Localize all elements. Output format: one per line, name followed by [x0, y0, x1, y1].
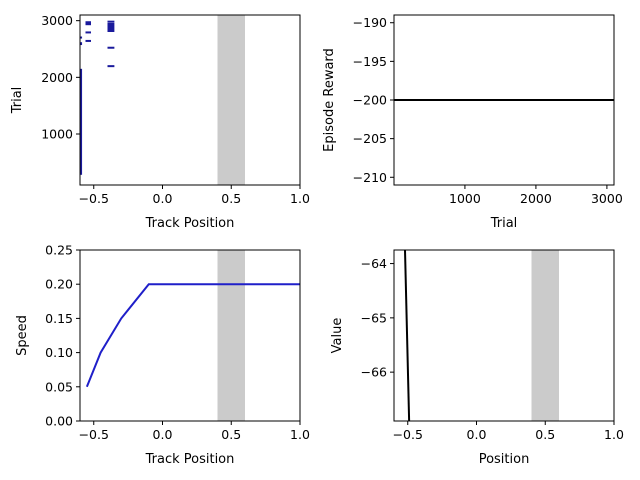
plot-area — [404, 250, 559, 421]
x-tick-label: 0.0 — [153, 427, 173, 442]
y-axis-label: Value — [330, 318, 345, 354]
x-tick-label: 0.0 — [153, 191, 173, 206]
y-tick-label: −200 — [353, 93, 387, 108]
series-line-0 — [85, 283, 300, 388]
plot-area — [85, 250, 300, 421]
goal-region — [217, 250, 245, 421]
x-axis-label: Track Position — [145, 216, 235, 231]
x-tick-label: −0.5 — [79, 191, 109, 206]
x-tick-label: 0.0 — [467, 427, 487, 442]
x-tick-label: 1.0 — [604, 427, 624, 442]
x-tick-label: 1.0 — [290, 427, 310, 442]
goal-region — [217, 15, 245, 185]
x-tick-label: −0.5 — [393, 427, 423, 442]
x-tick-label: 0.5 — [221, 427, 241, 442]
x-tick-label: 0.5 — [535, 427, 555, 442]
y-axis-label: Trial — [10, 87, 25, 115]
x-tick-label: −0.5 — [79, 427, 109, 442]
x-axis-label: Position — [479, 452, 530, 467]
x-axis-label: Track Position — [145, 452, 235, 467]
y-tick-label: 1000 — [41, 127, 73, 142]
panel-episode-reward: 1000 2000 3000 −190 −195 −200 −205 −210 Trial Epi… — [322, 14, 623, 231]
y-tick-label: −205 — [353, 131, 387, 146]
panel-trial-raster: −0.5 0.0 0.5 1.0 1000 2000 3000 Track Position T… — [10, 13, 310, 231]
raster-mark-6 — [107, 22, 115, 32]
raster-mark-3 — [85, 21, 91, 26]
y-tick-label: 0.00 — [45, 414, 73, 429]
raster-mark-4 — [85, 31, 91, 34]
y-tick-label: −65 — [361, 310, 387, 325]
y-tick-label: −190 — [353, 15, 387, 30]
raster-mark-2 — [80, 36, 83, 39]
x-tick-label: 1000 — [449, 191, 481, 206]
y-tick-label: 0.25 — [45, 243, 73, 258]
goal-region — [531, 250, 559, 421]
plot-area — [80, 15, 245, 185]
panel-speed: −0.5 0.0 0.5 1.0 0.00 0.05 0.10 0.15 0.20 0.25 Tra… — [15, 243, 310, 468]
raster-mark-7 — [107, 20, 115, 23]
y-tick-label: −66 — [361, 365, 387, 380]
y-tick-label: 0.15 — [45, 311, 73, 326]
y-tick-label: −210 — [353, 170, 387, 185]
y-tick-label: −195 — [353, 54, 387, 69]
x-axis-label: Trial — [490, 216, 518, 231]
y-axis-label: Speed — [15, 315, 30, 356]
x-tick-label: 0.5 — [221, 191, 241, 206]
panel-value: −0.5 0.0 0.5 1.0 −64 −65 −66 Position Value — [330, 249, 624, 467]
axes-frame — [393, 249, 615, 422]
raster-mark-5 — [85, 39, 91, 42]
x-tick-label: 2000 — [520, 191, 552, 206]
y-tick-label: 0.05 — [45, 379, 73, 394]
y-tick-label: 0.20 — [45, 277, 73, 292]
axes-frame — [79, 249, 301, 422]
y-tick-label: −64 — [361, 256, 387, 271]
y-tick-label: 0.10 — [45, 345, 73, 360]
raster-mark-1 — [80, 42, 83, 46]
series-line-0 — [404, 250, 411, 421]
raster-mark-9 — [107, 65, 115, 68]
y-tick-label: 3000 — [41, 13, 73, 28]
y-axis-label: Episode Reward — [322, 48, 337, 152]
x-tick-label: 1.0 — [290, 191, 310, 206]
y-tick-label: 2000 — [41, 70, 73, 85]
x-tick-label: 3000 — [591, 191, 623, 206]
raster-mark-0 — [80, 68, 83, 175]
axes-frame — [79, 14, 301, 186]
raster-mark-8 — [107, 46, 115, 49]
